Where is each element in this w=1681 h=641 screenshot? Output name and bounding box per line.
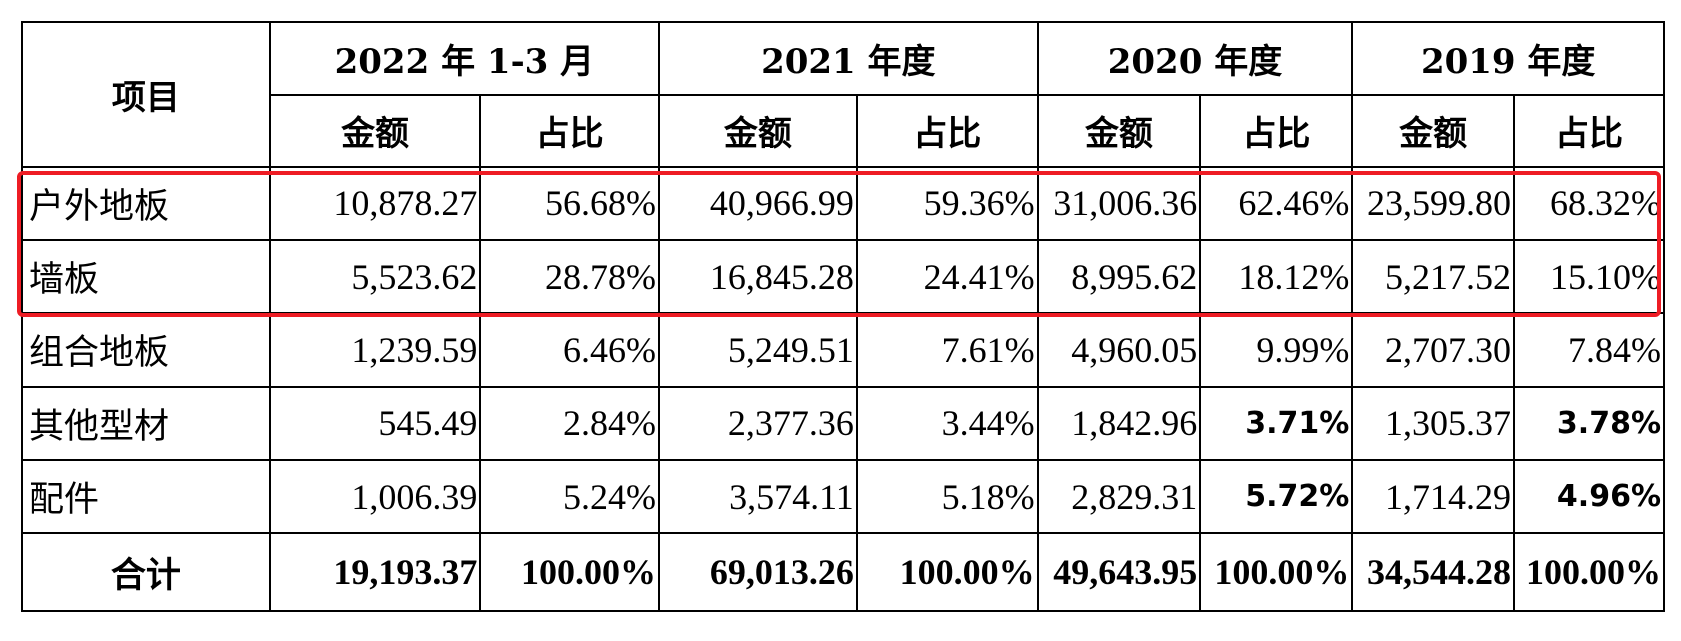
cell-ratio: 6.46% <box>479 312 661 388</box>
cell-amount: 1,239.59 <box>268 312 482 388</box>
cell-amount: 31,006.36 <box>1036 165 1202 241</box>
cell-amount: 2,707.30 <box>1351 312 1515 388</box>
header-row-metrics: 金额 占比 金额 占比 金额 占比 金额 占比 <box>22 94 1665 168</box>
table-row: 配件 1,006.39 5.24% 3,574.11 5.18% 2,829.3… <box>21 458 1665 535</box>
header-row-periods: 项目 2022 年 1-3 月 2021 年度 2020 年度 2019 年度 <box>21 20 1665 168</box>
row-name: 配件 <box>21 458 271 535</box>
cell-ratio: 7.84% <box>1513 312 1665 388</box>
cell-amount: 8,995.62 <box>1036 238 1202 315</box>
header-period-2019: 2019 年度 <box>1351 20 1665 97</box>
cell-ratio: 18.12% <box>1199 238 1354 315</box>
cell-amount: 5,217.52 <box>1351 238 1515 315</box>
row-name: 组合地板 <box>21 312 271 388</box>
cell-ratio: 59.36% <box>855 165 1039 241</box>
cell-amount: 5,523.62 <box>268 238 482 315</box>
header-amount: 金额 <box>1351 94 1515 168</box>
total-row: 合计 19,193.37 100.00% 69,013.26 100.00% 4… <box>21 532 1665 612</box>
header-period-2021: 2021 年度 <box>658 20 1039 97</box>
cell-ratio: 3.71% <box>1199 385 1354 461</box>
cell-amount: 1,305.37 <box>1351 385 1515 461</box>
cell-ratio: 7.61% <box>855 312 1039 388</box>
table-row: 组合地板 1,239.59 6.46% 5,249.51 7.61% 4,960… <box>21 312 1665 388</box>
cell-amount: 545.49 <box>268 385 482 461</box>
cell-ratio: 28.78% <box>479 238 661 315</box>
row-name: 墙板 <box>21 238 271 315</box>
cell-amount: 40,966.99 <box>658 165 858 241</box>
header-ratio: 占比 <box>855 94 1039 168</box>
cell-amount: 1,842.96 <box>1036 385 1202 461</box>
cell-ratio: 56.68% <box>479 165 661 241</box>
cell-amount: 23,599.80 <box>1351 165 1515 241</box>
header-ratio: 占比 <box>1513 94 1665 168</box>
total-amount: 19,193.37 <box>268 532 482 612</box>
cell-amount: 10,878.27 <box>268 165 482 241</box>
cell-ratio: 5.18% <box>855 458 1039 535</box>
cell-amount: 16,845.28 <box>658 238 858 315</box>
total-ratio: 100.00% <box>855 532 1039 612</box>
total-ratio: 100.00% <box>1513 532 1665 612</box>
total-ratio: 100.00% <box>1199 532 1354 612</box>
header-amount: 金额 <box>268 94 482 168</box>
document-table-container: 项目 2022 年 1-3 月 2021 年度 2020 年度 2019 年度 … <box>17 20 1665 612</box>
row-name: 其他型材 <box>21 385 271 461</box>
total-amount: 69,013.26 <box>658 532 858 612</box>
cell-ratio: 24.41% <box>855 238 1039 315</box>
header-ratio: 占比 <box>479 94 661 168</box>
row-name: 户外地板 <box>21 165 271 241</box>
header-ratio: 占比 <box>1199 94 1354 168</box>
cell-ratio: 2.84% <box>479 385 661 461</box>
cell-ratio: 5.72% <box>1199 458 1354 535</box>
total-label: 合计 <box>21 532 271 612</box>
header-item: 项目 <box>21 21 271 168</box>
cell-ratio: 4.96% <box>1513 458 1665 535</box>
cell-ratio: 9.99% <box>1199 312 1354 388</box>
cell-ratio: 68.32% <box>1513 165 1665 241</box>
table-row: 墙板 5,523.62 28.78% 16,845.28 24.41% 8,99… <box>21 238 1665 315</box>
cell-ratio: 3.78% <box>1513 385 1665 461</box>
cell-amount: 4,960.05 <box>1036 312 1202 388</box>
cell-amount: 3,574.11 <box>658 458 858 535</box>
cell-ratio: 15.10% <box>1513 238 1665 315</box>
cell-ratio: 62.46% <box>1199 165 1354 241</box>
cell-amount: 1,006.39 <box>268 458 482 535</box>
header-period-2020: 2020 年度 <box>1036 20 1354 97</box>
cell-ratio: 5.24% <box>479 458 661 535</box>
cell-amount: 2,829.31 <box>1036 458 1202 535</box>
table-row: 户外地板 10,878.27 56.68% 40,966.99 59.36% 3… <box>21 165 1665 241</box>
cell-amount: 2,377.36 <box>658 385 858 461</box>
header-amount: 金额 <box>658 94 858 168</box>
revenue-breakdown-table: 项目 2022 年 1-3 月 2021 年度 2020 年度 2019 年度 … <box>21 20 1665 612</box>
cell-ratio: 3.44% <box>855 385 1039 461</box>
total-amount: 49,643.95 <box>1036 532 1202 612</box>
total-ratio: 100.00% <box>479 532 661 612</box>
table-row: 其他型材 545.49 2.84% 2,377.36 3.44% 1,842.9… <box>21 385 1665 461</box>
cell-amount: 5,249.51 <box>658 312 858 388</box>
cell-amount: 1,714.29 <box>1351 458 1515 535</box>
header-period-2022q1: 2022 年 1-3 月 <box>268 20 661 97</box>
total-amount: 34,544.28 <box>1351 532 1515 612</box>
header-amount: 金额 <box>1036 94 1202 168</box>
